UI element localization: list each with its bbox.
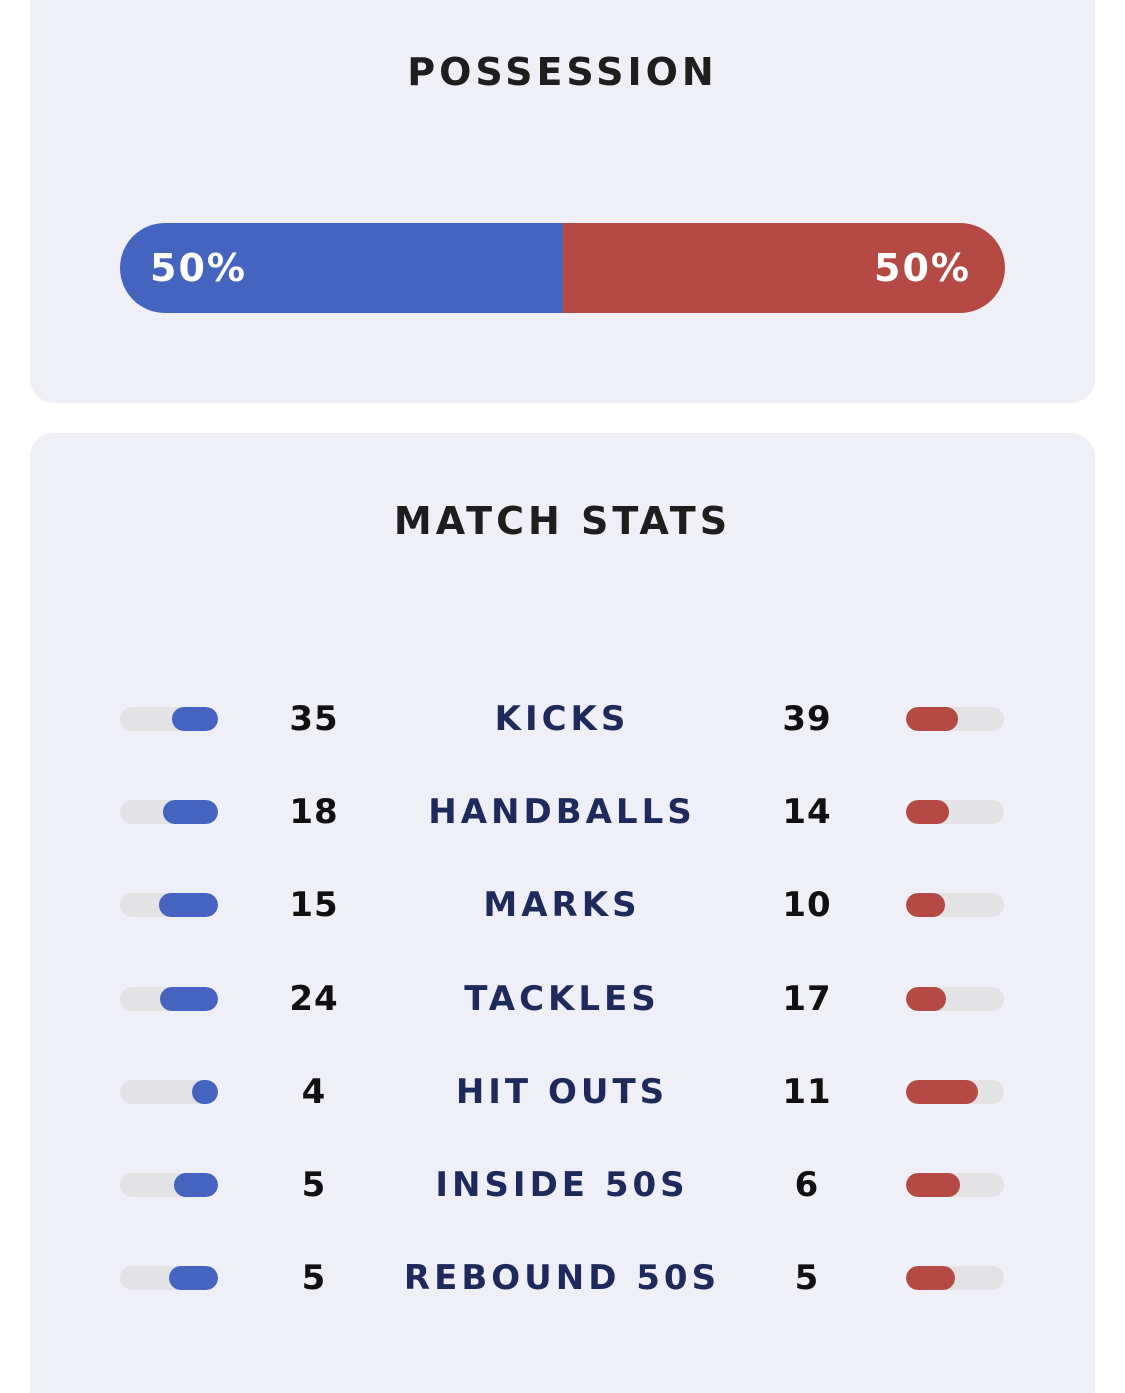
stat-label: REBOUND 50S [403, 1258, 721, 1299]
away-stat-value: 5 [794, 1258, 820, 1299]
home-stat-value: 5 [301, 1165, 327, 1205]
away-stat-bar [906, 1266, 1004, 1291]
stat-row: 35 KICKS 39 [30, 690, 1095, 750]
home-stat-bar-fill [160, 986, 218, 1011]
stat-label: INSIDE 50S [435, 1165, 689, 1205]
home-stat-bar [120, 1079, 218, 1104]
away-stat-value: 17 [782, 978, 832, 1019]
home-stat-bar-fill [173, 1173, 218, 1197]
away-stat-bar [906, 800, 1004, 825]
stat-label: HANDBALLS [428, 792, 696, 833]
home-stat-bar [120, 1266, 218, 1291]
home-stat-value: 18 [289, 792, 339, 833]
home-stat-bar [120, 893, 218, 918]
possession-away-segment: 50% [562, 223, 1005, 313]
away-stat-bar-fill [906, 1079, 978, 1104]
home-stat-bar-fill [159, 893, 218, 918]
stat-row: 5 REBOUND 50S 5 [30, 1249, 1095, 1309]
home-stat-value: 4 [301, 1071, 327, 1112]
possession-bar: 50% 50% [120, 223, 1005, 313]
away-stat-bar-fill [906, 800, 950, 825]
away-stat-bar-fill [906, 1266, 955, 1291]
home-stat-bar-fill [171, 707, 218, 731]
home-stat-bar [120, 1173, 218, 1197]
stat-label: HIT OUTS [455, 1071, 669, 1112]
home-stat-value: 24 [289, 978, 339, 1019]
possession-away-label: 50% [874, 246, 971, 290]
away-stat-bar [906, 986, 1004, 1011]
home-stat-bar [120, 800, 218, 825]
home-stat-value: 35 [289, 699, 339, 739]
possession-card: POSSESSION 50% 50% [30, 0, 1095, 403]
home-stat-bar-fill [163, 800, 218, 825]
away-stat-value: 11 [782, 1071, 832, 1112]
match-stats-title: MATCH STATS [393, 499, 732, 543]
away-stat-bar [906, 893, 1004, 918]
away-stat-bar-fill [906, 1173, 960, 1197]
possession-home-label: 50% [150, 246, 247, 290]
match-stats-card: MATCH STATS 35 KICKS 39 18 HANDBALLS 14 15 MARK… [30, 433, 1095, 1393]
home-stat-bar-fill [191, 1079, 218, 1104]
stat-row: 15 MARKS 10 [30, 876, 1095, 936]
stat-label: TACKLES [464, 978, 660, 1019]
away-stat-value: 10 [782, 885, 832, 926]
stat-label: KICKS [494, 699, 630, 739]
away-stat-bar [906, 707, 1004, 731]
possession-title: POSSESSION [407, 50, 718, 94]
home-stat-value: 15 [289, 885, 339, 926]
stat-row: 5 INSIDE 50S 6 [30, 1156, 1095, 1216]
stat-row: 24 TACKLES 17 [30, 970, 1095, 1030]
away-stat-bar [906, 1173, 1004, 1197]
home-stat-bar [120, 986, 218, 1011]
home-stat-bar-fill [169, 1266, 218, 1291]
away-stat-value: 39 [782, 699, 832, 739]
possession-home-segment: 50% [120, 223, 563, 313]
away-stat-value: 6 [794, 1165, 820, 1205]
away-stat-bar-fill [906, 707, 958, 731]
away-stat-bar [906, 1079, 1004, 1104]
home-stat-value: 5 [301, 1258, 327, 1299]
away-stat-value: 14 [782, 792, 832, 833]
stat-row: 4 HIT OUTS 11 [30, 1063, 1095, 1123]
away-stat-bar-fill [906, 893, 946, 918]
away-stat-bar-fill [906, 986, 947, 1011]
stat-label: MARKS [483, 885, 641, 926]
stat-row: 18 HANDBALLS 14 [30, 783, 1095, 843]
home-stat-bar [120, 707, 218, 731]
